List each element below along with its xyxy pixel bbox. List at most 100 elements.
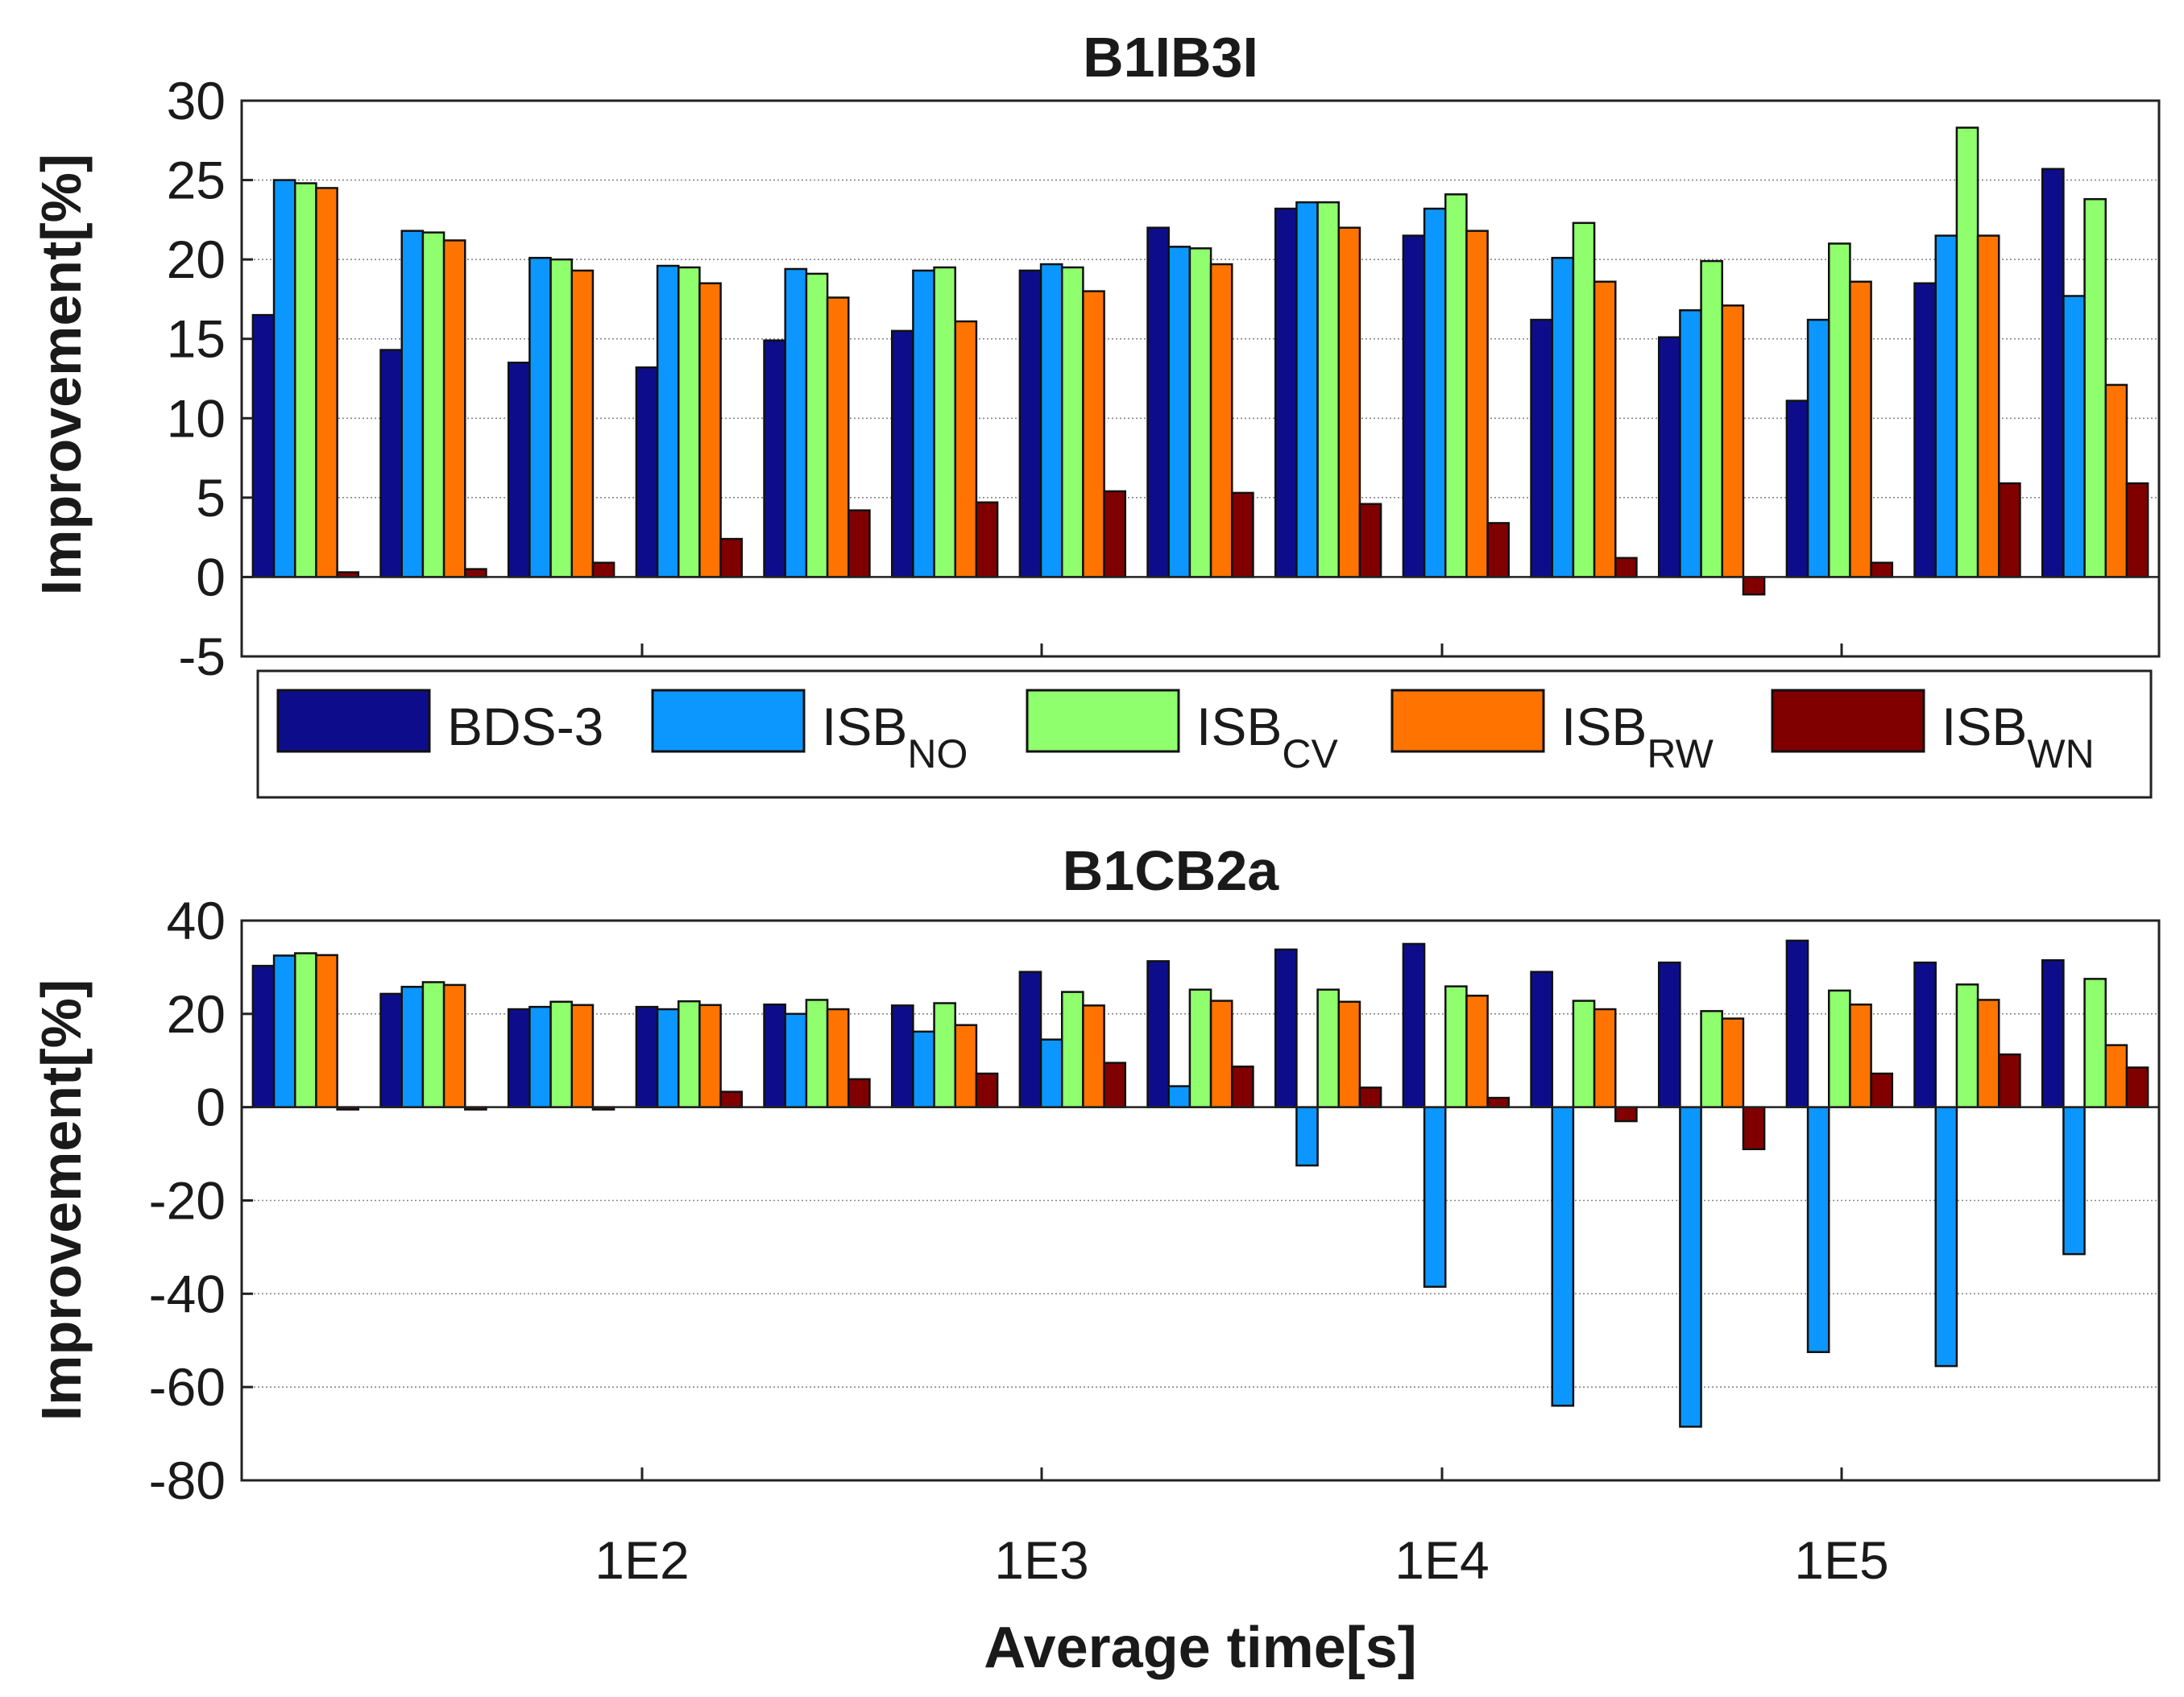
bar-isb-rw-5 bbox=[826, 1008, 850, 1108]
bar-bds-3-13 bbox=[1785, 399, 1809, 578]
bar-isb-wn-9 bbox=[1358, 503, 1382, 578]
bar-isb-rw-3 bbox=[570, 1004, 595, 1108]
bar-bds-3-4 bbox=[635, 366, 659, 578]
y-tick-label: -60 bbox=[149, 1357, 226, 1417]
bar-isb-no-5 bbox=[784, 267, 808, 578]
bar-bds-3-15 bbox=[2041, 168, 2065, 578]
bar-isb-wn-13 bbox=[1870, 1072, 1894, 1108]
bar-isb-cv-8 bbox=[1188, 247, 1212, 578]
legend-swatch bbox=[651, 689, 806, 753]
y-tick-label: 20 bbox=[167, 230, 226, 289]
bar-bds-3-9 bbox=[1274, 207, 1298, 578]
bar-isb-wn-13 bbox=[1870, 561, 1894, 578]
bar-bds-3-11 bbox=[1530, 318, 1553, 578]
bar-bds-3-8 bbox=[1146, 226, 1170, 578]
bar-isb-cv-9 bbox=[1316, 988, 1341, 1108]
y-tick-labels: 40 20 0 -20 -40 -60 -80 bbox=[149, 891, 253, 1510]
y-tick-label: 0 bbox=[196, 547, 226, 606]
bar-isb-wn-11 bbox=[1614, 1106, 1638, 1123]
chart-b1cb2a: B1CB2a Improvement[%] 40200-20-40-60-80 … bbox=[30, 644, 2161, 1680]
bar-isb-cv-15 bbox=[2083, 978, 2107, 1108]
bar-bds-3-1 bbox=[251, 313, 276, 578]
bar-isb-rw-9 bbox=[1337, 226, 1361, 578]
x-tick-label: 1E4 bbox=[1395, 1530, 1489, 1590]
bar-bds-3-7 bbox=[1018, 971, 1042, 1108]
bar-isb-rw-8 bbox=[1209, 1000, 1233, 1108]
bar-isb-wn-7 bbox=[1103, 1062, 1127, 1108]
bar-isb-rw-12 bbox=[1721, 304, 1745, 578]
bar-isb-no-4 bbox=[656, 264, 680, 578]
bar-isb-cv-13 bbox=[1827, 242, 1851, 578]
bar-isb-wn-2 bbox=[464, 568, 487, 578]
y-tick-label: 0 bbox=[196, 1078, 226, 1137]
bar-bds-3-14 bbox=[1913, 282, 1937, 578]
bar-isb-rw-11 bbox=[1593, 280, 1617, 578]
bar-bds-3-3 bbox=[507, 1008, 531, 1108]
bar-bds-3-6 bbox=[890, 1004, 914, 1108]
bar-isb-wn-10 bbox=[1486, 522, 1511, 578]
bar-isb-cv-8 bbox=[1188, 988, 1212, 1108]
bar-isb-cv-15 bbox=[2083, 197, 2107, 578]
bar-isb-wn-8 bbox=[1231, 491, 1254, 578]
bar-bds-3-10 bbox=[1402, 942, 1426, 1108]
y-tick-label: 30 bbox=[167, 71, 226, 130]
bar-isb-rw-6 bbox=[954, 320, 978, 578]
bar-isb-wn-15 bbox=[2125, 1066, 2149, 1108]
y-tick-label: 40 bbox=[167, 891, 226, 950]
bar-bds-3-1 bbox=[251, 964, 276, 1108]
bar-isb-wn-12 bbox=[1742, 576, 1766, 596]
y-tick-label: -80 bbox=[149, 1451, 226, 1510]
bar-bds-3-3 bbox=[507, 362, 531, 578]
legend-swatch bbox=[1390, 689, 1545, 753]
bar-isb-no-3 bbox=[528, 256, 552, 578]
bar-isb-no-10 bbox=[1423, 1106, 1447, 1288]
bar-isb-rw-12 bbox=[1721, 1017, 1745, 1108]
bar-bds-3-8 bbox=[1146, 960, 1170, 1108]
legend-swatch bbox=[1026, 689, 1180, 753]
bar-isb-no-14 bbox=[1934, 1106, 1958, 1368]
bar-isb-rw-6 bbox=[954, 1024, 978, 1108]
bar-isb-rw-14 bbox=[1976, 234, 2000, 578]
y-tick-label: 15 bbox=[167, 309, 226, 369]
x-tick-label: 1E2 bbox=[595, 1530, 689, 1590]
y-tick-labels: 30 25 20 15 10 5 0 -5 bbox=[167, 71, 253, 686]
bar-isb-no-15 bbox=[2062, 295, 2086, 578]
bar-isb-no-2 bbox=[400, 985, 425, 1108]
bar-isb-rw-2 bbox=[442, 239, 466, 578]
bar-bds-3-15 bbox=[2041, 958, 2065, 1108]
bar-group bbox=[251, 939, 2149, 1428]
legend-label: ISBNO bbox=[822, 697, 968, 776]
bar-isb-no-6 bbox=[912, 1030, 935, 1108]
plot-frame bbox=[240, 99, 2161, 658]
bar-isb-no-13 bbox=[1806, 1106, 1830, 1353]
legend-swatch bbox=[1771, 689, 1925, 753]
bar-isb-no-6 bbox=[912, 269, 935, 578]
bar-bds-3-9 bbox=[1274, 948, 1298, 1108]
bar-bds-3-11 bbox=[1530, 971, 1553, 1108]
bar-isb-no-10 bbox=[1423, 207, 1447, 578]
bar-isb-wn-4 bbox=[719, 1091, 744, 1108]
legend-label: ISBRW bbox=[1561, 697, 1714, 776]
bar-isb-no-5 bbox=[784, 1012, 808, 1108]
bar-isb-rw-15 bbox=[2104, 1044, 2128, 1108]
bar-isb-rw-8 bbox=[1209, 263, 1233, 578]
bar-isb-no-12 bbox=[1679, 308, 1702, 578]
x-tick-labels: 1E2 1E3 1E4 1E5 bbox=[595, 644, 1889, 1590]
bar-bds-3-2 bbox=[379, 349, 403, 578]
plot-frame bbox=[240, 919, 2161, 1482]
bar-isb-no-1 bbox=[272, 954, 296, 1108]
bar-isb-rw-1 bbox=[315, 954, 338, 1108]
bar-isb-cv-1 bbox=[293, 952, 317, 1108]
bar-isb-rw-5 bbox=[826, 296, 850, 578]
y-tick-label: -20 bbox=[149, 1171, 226, 1231]
bar-bds-3-5 bbox=[763, 1004, 786, 1108]
bar-isb-cv-2 bbox=[421, 231, 446, 578]
legend-label: ISBWN bbox=[1942, 697, 2095, 776]
bar-isb-cv-6 bbox=[933, 266, 957, 578]
x-axis-label: Average time[s] bbox=[984, 1616, 1417, 1680]
bar-isb-wn-6 bbox=[975, 1072, 999, 1108]
y-axis-label: Improvement[%] bbox=[30, 979, 93, 1421]
bar-isb-wn-4 bbox=[719, 537, 744, 578]
bar-isb-cv-7 bbox=[1060, 991, 1084, 1108]
